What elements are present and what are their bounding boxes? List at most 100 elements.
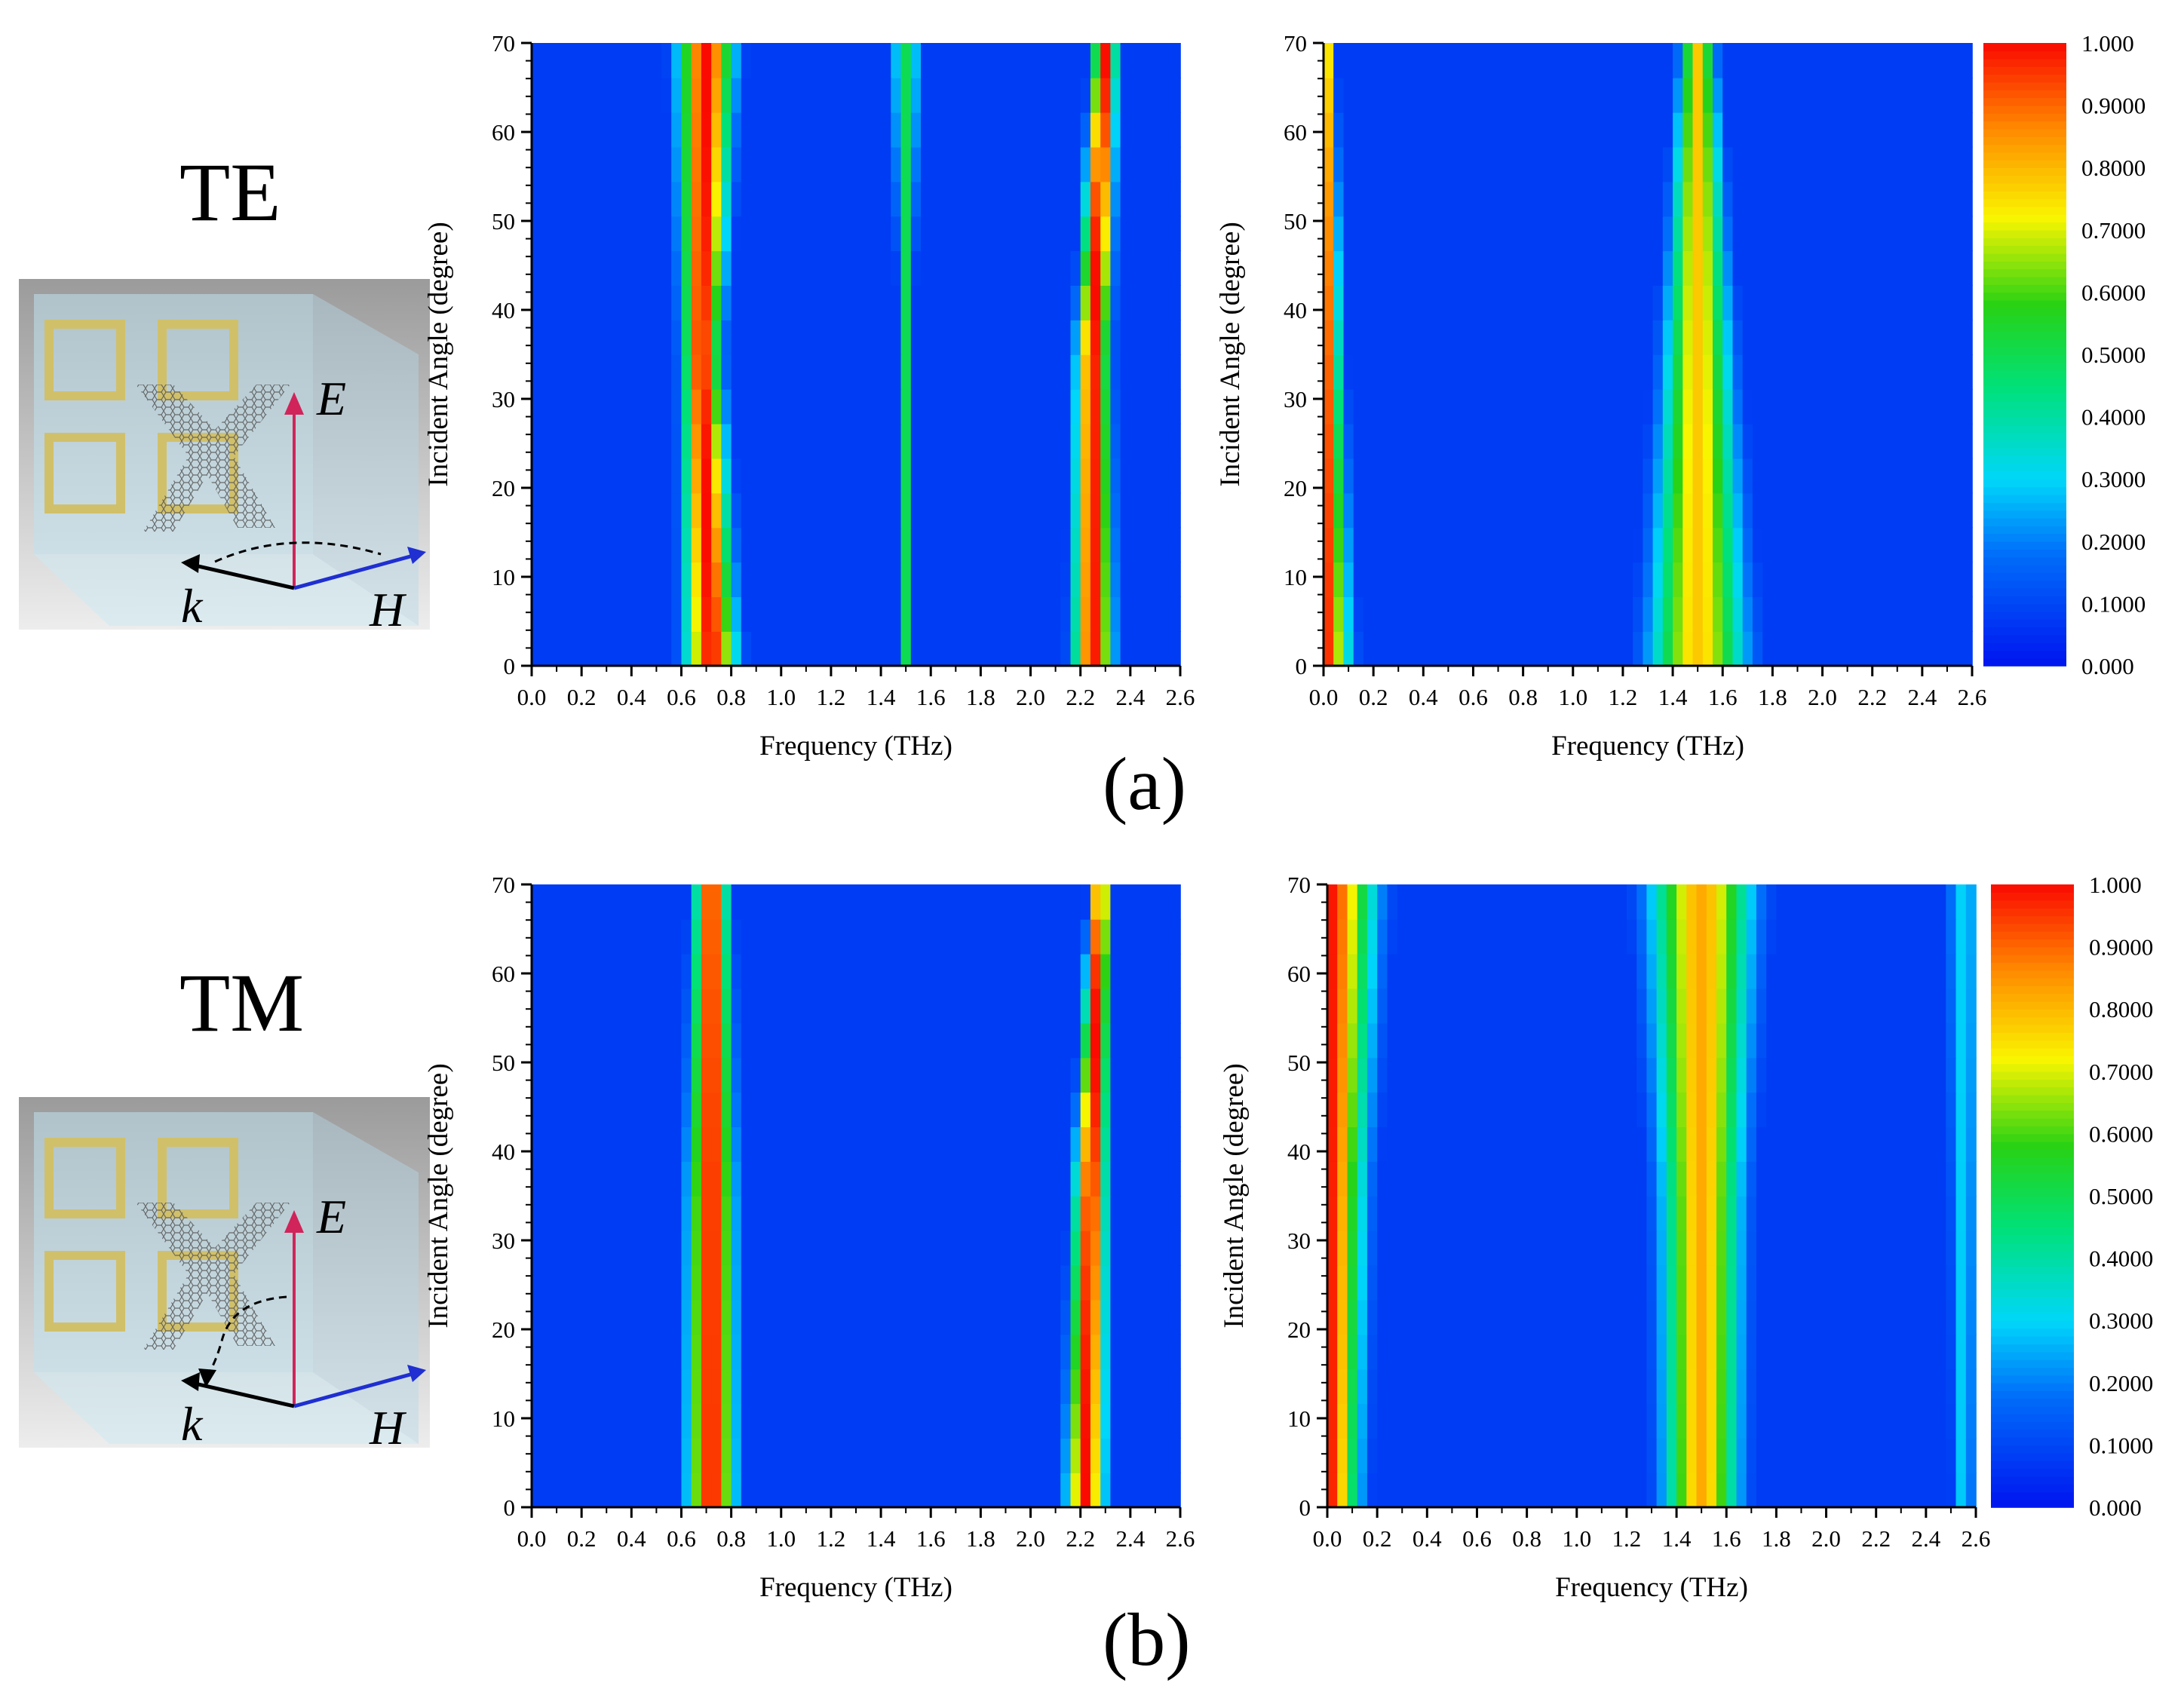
- heatmap-cell: [1403, 43, 1414, 78]
- heatmap-cell: [1337, 1334, 1348, 1370]
- y-tick-label: 60: [492, 961, 515, 987]
- heatmap-cell: [751, 423, 762, 459]
- heatmap-cell: [681, 112, 692, 148]
- heatmap-cell: [1553, 112, 1564, 148]
- heatmap-cell: [1892, 77, 1903, 113]
- heatmap-cell: [591, 1022, 603, 1059]
- heatmap-cell: [940, 1230, 952, 1266]
- heatmap-cell: [1150, 388, 1161, 424]
- heatmap-cell: [761, 1057, 772, 1093]
- x-tick-label: 1.0: [766, 1525, 796, 1552]
- heatmap-cell: [701, 1438, 712, 1473]
- x-tick-label: 1.6: [1708, 684, 1738, 710]
- heatmap-cell: [1130, 1092, 1141, 1127]
- heatmap-cell: [791, 285, 802, 320]
- heatmap-cell: [1030, 1473, 1041, 1508]
- heatmap-cell: [1862, 458, 1873, 494]
- e-field-label: E: [316, 372, 346, 425]
- heatmap-cell: [1503, 320, 1514, 355]
- heatmap-cell: [571, 562, 582, 597]
- heatmap-cell: [1100, 1299, 1112, 1335]
- heatmap-cell: [841, 527, 852, 563]
- heatmap-cell: [950, 1126, 962, 1162]
- heatmap-cell: [601, 1057, 612, 1093]
- heatmap-cell: [1686, 1161, 1698, 1197]
- heatmap-cell: [701, 216, 712, 252]
- heatmap-cell: [561, 1022, 572, 1059]
- heatmap-cell: [1643, 562, 1654, 597]
- heatmap-cell: [1363, 77, 1374, 113]
- heatmap-cell: [1513, 631, 1524, 667]
- heatmap-cell: [1417, 1092, 1428, 1127]
- heatmap-cell: [830, 988, 842, 1024]
- colorbar-segment: [1983, 440, 2066, 449]
- heatmap-cell: [591, 112, 603, 148]
- heatmap-cell: [1477, 1022, 1488, 1059]
- heatmap-cell: [860, 1092, 872, 1127]
- heatmap-cell: [1636, 1196, 1648, 1231]
- heatmap-cell: [1892, 492, 1903, 529]
- heatmap-cell: [1772, 112, 1784, 148]
- heatmap-cell: [1120, 216, 1131, 252]
- heatmap-cell: [1832, 458, 1843, 494]
- heatmap-cell: [1150, 1196, 1161, 1231]
- heatmap-cell: [860, 1299, 872, 1335]
- heatmap-cell: [721, 1334, 732, 1370]
- heatmap-cell: [1826, 1264, 1837, 1301]
- heatmap-cell: [1457, 953, 1468, 989]
- heatmap-cell: [1333, 596, 1345, 632]
- heatmap-cell: [940, 1368, 952, 1405]
- heatmap-cell: [781, 250, 792, 286]
- heatmap-cell: [681, 1368, 692, 1405]
- heatmap-cell: [1673, 562, 1684, 597]
- heatmap-cell: [1130, 1299, 1141, 1335]
- heatmap-cell: [631, 1161, 643, 1197]
- heatmap-cell: [1676, 953, 1688, 989]
- heatmap-cell: [532, 320, 542, 355]
- heatmap-cell: [811, 527, 822, 563]
- heatmap-cell: [1885, 1161, 1897, 1197]
- heatmap-cell: [1373, 388, 1385, 424]
- heatmap-cell: [601, 320, 612, 355]
- heatmap-cell: [1812, 112, 1824, 148]
- heatmap-cell: [891, 1334, 902, 1370]
- heatmap-cell: [1011, 1196, 1022, 1231]
- heatmap-cell: [711, 1196, 722, 1231]
- heatmap-cell: [1150, 354, 1161, 390]
- heatmap-cell: [870, 884, 882, 920]
- heatmap-cell: [1952, 77, 1963, 113]
- heatmap-cell: [631, 1473, 643, 1508]
- heatmap-cell: [1040, 388, 1051, 424]
- x-tick-label: 1.8: [1758, 684, 1787, 710]
- heatmap-cell: [1706, 1057, 1717, 1093]
- heatmap-cell: [1936, 1473, 1947, 1508]
- heatmap-cell: [551, 181, 563, 217]
- heatmap-cell: [1902, 596, 1913, 632]
- heatmap-cell: [1030, 354, 1041, 390]
- heatmap-cell: [1756, 1022, 1767, 1059]
- x-tick-label: 0.0: [517, 1525, 547, 1552]
- heatmap-cell: [990, 458, 1002, 494]
- heatmap-cell: [1965, 1403, 1977, 1439]
- heatmap-cell: [1583, 562, 1594, 597]
- heatmap-cell: [1682, 631, 1694, 667]
- heatmap-cell: [551, 1126, 563, 1162]
- heatmap-cell: [691, 1299, 702, 1335]
- heatmap-cell: [1925, 988, 1937, 1024]
- heatmap-cell: [1333, 320, 1345, 355]
- heatmap-cell: [1030, 146, 1041, 182]
- heatmap-cell: [971, 77, 982, 113]
- heatmap-cell: [1020, 43, 1032, 78]
- heatmap-cell: [561, 918, 572, 955]
- heatmap-cell: [811, 112, 822, 148]
- heatmap-cell: [860, 1403, 872, 1439]
- heatmap-cell: [551, 562, 563, 597]
- heatmap-cell: [1772, 458, 1784, 494]
- heatmap-cell: [881, 423, 892, 459]
- heatmap-cell: [1343, 250, 1354, 286]
- heatmap-cell: [1343, 354, 1354, 390]
- heatmap-cell: [1423, 250, 1434, 286]
- heatmap-cell: [1796, 1473, 1807, 1508]
- x-tick-label: 0.6: [1459, 684, 1488, 710]
- y-tick-label: 30: [492, 386, 515, 412]
